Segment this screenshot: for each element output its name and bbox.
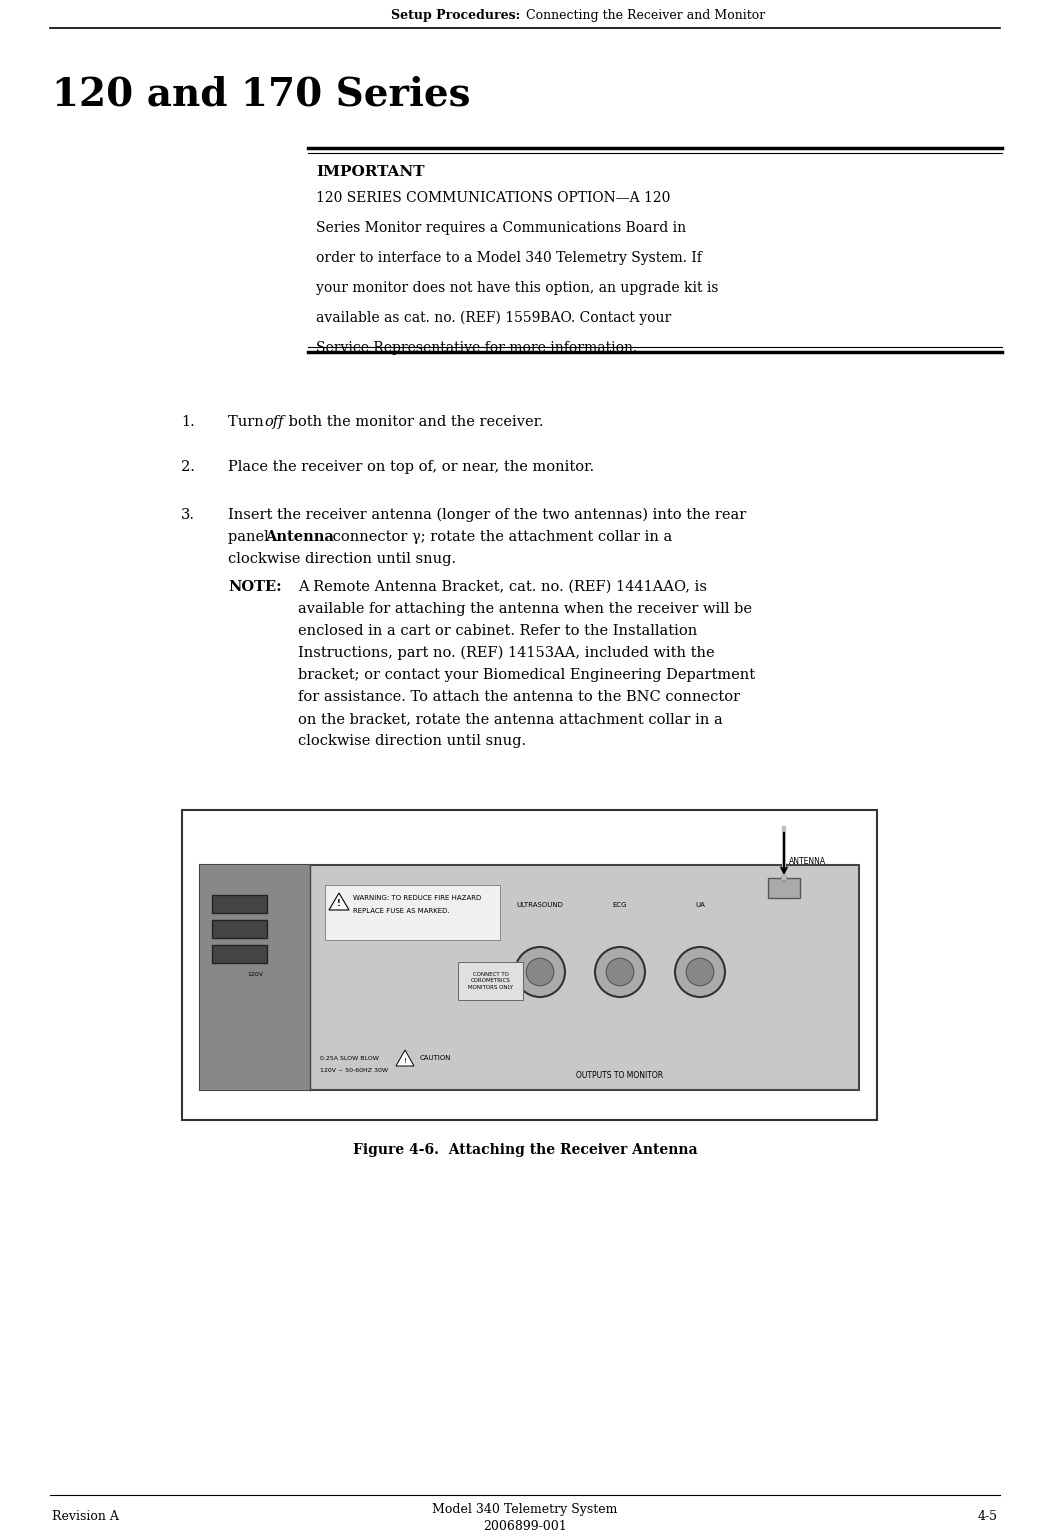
Text: 0.25A SLOW BLOW: 0.25A SLOW BLOW — [320, 1055, 379, 1061]
Text: 3.: 3. — [181, 508, 195, 521]
Text: bracket; or contact your Biomedical Engineering Department: bracket; or contact your Biomedical Engi… — [298, 667, 755, 681]
Text: order to interface to a Model 340 Telemetry System. If: order to interface to a Model 340 Teleme… — [316, 251, 701, 265]
Text: 4-5: 4-5 — [978, 1510, 998, 1524]
Text: !: ! — [337, 900, 341, 909]
Circle shape — [675, 947, 724, 997]
Text: both the monitor and the receiver.: both the monitor and the receiver. — [284, 415, 544, 429]
Text: 120 SERIES COMMUNICATIONS OPTION—A 120: 120 SERIES COMMUNICATIONS OPTION—A 120 — [316, 191, 670, 205]
Text: ECG: ECG — [613, 901, 627, 907]
Text: ULTRASOUND: ULTRASOUND — [517, 901, 564, 907]
Text: A Remote Antenna Bracket, cat. no. (REF) 1441AAO, is: A Remote Antenna Bracket, cat. no. (REF)… — [298, 580, 707, 594]
Text: REPLACE FUSE AS MARKED.: REPLACE FUSE AS MARKED. — [353, 907, 449, 914]
Text: Service Representative for more information.: Service Representative for more informat… — [316, 341, 637, 355]
Text: Figure 4-6.  Attaching the Receiver Antenna: Figure 4-6. Attaching the Receiver Anten… — [353, 1143, 697, 1157]
Text: available as cat. no. (REF) 1559BAO. Contact your: available as cat. no. (REF) 1559BAO. Con… — [316, 311, 671, 325]
Text: clockwise direction until snug.: clockwise direction until snug. — [228, 552, 456, 566]
Circle shape — [514, 947, 565, 997]
Text: for assistance. To attach the antenna to the BNC connector: for assistance. To attach the antenna to… — [298, 691, 740, 704]
Text: Setup Procedures:: Setup Procedures: — [391, 9, 520, 23]
Text: enclosed in a cart or cabinet. Refer to the Installation: enclosed in a cart or cabinet. Refer to … — [298, 624, 697, 638]
Text: Revision A: Revision A — [52, 1510, 119, 1524]
Text: 2.: 2. — [181, 460, 195, 474]
Text: Series Monitor requires a Communications Board in: Series Monitor requires a Communications… — [316, 221, 686, 235]
Circle shape — [526, 958, 553, 986]
Text: available for attaching the antenna when the receiver will be: available for attaching the antenna when… — [298, 601, 752, 617]
Text: 2006899-001: 2006899-001 — [483, 1521, 567, 1533]
Bar — [200, 864, 310, 1090]
Text: Instructions, part no. (REF) 14153AA, included with the: Instructions, part no. (REF) 14153AA, in… — [298, 646, 715, 660]
Text: your monitor does not have this option, an upgrade kit is: your monitor does not have this option, … — [316, 281, 718, 295]
Text: connector γ; rotate the attachment collar in a: connector γ; rotate the attachment colla… — [328, 531, 672, 544]
Polygon shape — [396, 1050, 414, 1066]
Text: 120V ~ 50-60HZ 30W: 120V ~ 50-60HZ 30W — [320, 1067, 388, 1072]
Text: UA: UA — [695, 901, 705, 907]
Text: Connecting the Receiver and Monitor: Connecting the Receiver and Monitor — [522, 9, 765, 23]
Circle shape — [687, 958, 714, 986]
Bar — [200, 864, 859, 1090]
Text: CONNECT TO
COROMETRICS
MONITORS ONLY: CONNECT TO COROMETRICS MONITORS ONLY — [468, 972, 513, 989]
Text: off: off — [264, 415, 284, 429]
Text: Antenna: Antenna — [265, 531, 334, 544]
Text: WARNING: TO REDUCE FIRE HAZARD: WARNING: TO REDUCE FIRE HAZARD — [353, 895, 481, 901]
Text: 120 and 170 Series: 120 and 170 Series — [52, 75, 470, 114]
Polygon shape — [329, 894, 349, 910]
Bar — [182, 811, 877, 1120]
Text: clockwise direction until snug.: clockwise direction until snug. — [298, 734, 526, 747]
Text: Turn: Turn — [228, 415, 269, 429]
Text: ANTENNA: ANTENNA — [789, 858, 826, 866]
Text: IMPORTANT: IMPORTANT — [316, 165, 424, 178]
Text: Place the receiver on top of, or near, the monitor.: Place the receiver on top of, or near, t… — [228, 460, 594, 474]
Circle shape — [595, 947, 645, 997]
Text: 1.: 1. — [182, 415, 195, 429]
Text: on the bracket, rotate the antenna attachment collar in a: on the bracket, rotate the antenna attac… — [298, 712, 722, 726]
Text: CAUTION: CAUTION — [420, 1055, 451, 1061]
Bar — [212, 944, 267, 963]
Circle shape — [606, 958, 634, 986]
Text: OUTPUTS TO MONITOR: OUTPUTS TO MONITOR — [576, 1070, 664, 1080]
Bar — [458, 961, 523, 1000]
Text: NOTE:: NOTE: — [228, 580, 281, 594]
Text: Insert the receiver antenna (longer of the two antennas) into the rear: Insert the receiver antenna (longer of t… — [228, 508, 747, 523]
Bar — [768, 878, 800, 898]
Text: 120V: 120V — [247, 972, 262, 978]
Text: !: ! — [403, 1058, 406, 1064]
Bar — [212, 895, 267, 914]
Text: panel: panel — [228, 531, 273, 544]
Bar — [212, 920, 267, 938]
Text: Model 340 Telemetry System: Model 340 Telemetry System — [433, 1503, 617, 1515]
Bar — [326, 884, 500, 940]
